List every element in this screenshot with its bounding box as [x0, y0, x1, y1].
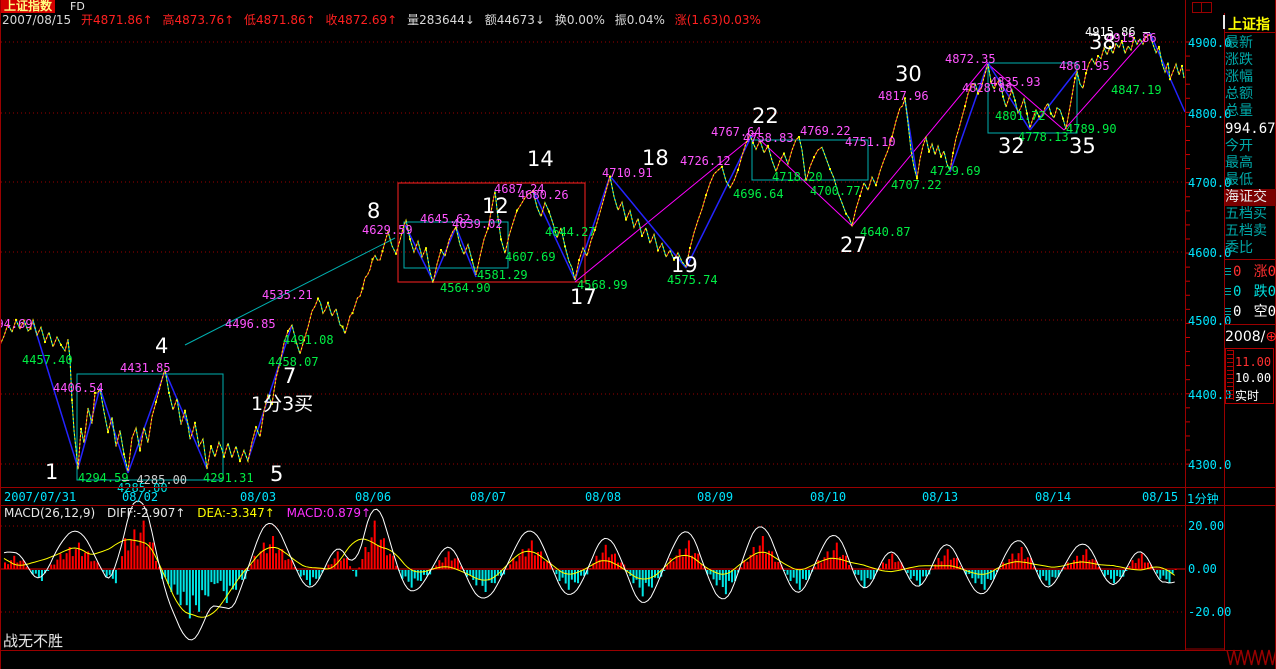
sidebar-separator — [1225, 259, 1276, 260]
sidebar-ohlc-label[interactable]: 最低 — [1225, 172, 1253, 188]
date-band-bottom-border — [0, 505, 1276, 506]
quote-volume: 量283644↓ — [407, 13, 475, 27]
quote-amount: 额44673↓ — [484, 13, 545, 27]
slogan-text: 战无不胜 — [3, 632, 64, 650]
quote-open: 开4871.86↑ — [81, 13, 153, 27]
quote-date: 2007/08/15 — [2, 13, 72, 27]
sidebar-ohlc-label[interactable]: 今开 — [1225, 138, 1253, 154]
globe-icon: ⊕ — [1265, 329, 1276, 345]
macd-params[interactable]: MACD(26,12,9) — [4, 506, 96, 520]
mini-panel-high: 11.00 — [1235, 355, 1272, 369]
quote-close: 收4872.69↑ — [325, 13, 398, 27]
sidebar-quote-label[interactable]: 涨跌 — [1225, 52, 1253, 68]
sidebar-level-label[interactable]: 五档买 — [1225, 206, 1267, 222]
macd-macd-value: MACD:0.879↑ — [286, 506, 372, 520]
macd-dea-value: DEA:-3.347↑ — [197, 506, 275, 520]
left-border — [0, 0, 1, 669]
quote-sidebar: 最新 涨跌 涨幅 总额 总量 994.67 今开 最高 最低 海证交 五档买 五档卖 委比 0 … — [1225, 14, 1276, 654]
sidebar-quote-label[interactable]: 总额 — [1225, 86, 1253, 102]
quote-bar: 2007/08/15 开4871.86↑ 高4873.76↑ 低4871.86↑… — [2, 13, 1276, 28]
sidebar-index-value: 994.67 — [1225, 121, 1276, 137]
window-mini-icon[interactable] — [1192, 2, 1212, 13]
sidebar-quote-label[interactable]: 最新 — [1225, 35, 1253, 51]
mini-panel-label: 实时 — [1235, 389, 1260, 403]
year-row: 2008/⊕ — [1225, 329, 1276, 345]
sidebar-separator — [1225, 324, 1276, 325]
sidebar-level-label[interactable]: 委比 — [1225, 240, 1253, 256]
sidebar-level-labels: 五档买 五档卖 委比 — [1225, 206, 1276, 257]
quote-turnover: 换0.00% — [554, 13, 605, 27]
chart-right-border — [1185, 0, 1186, 651]
sidebar-quote-label[interactable]: 涨幅 — [1225, 69, 1253, 85]
title-bar: 上证指数 FD — [0, 0, 1276, 13]
list-icon — [1225, 307, 1231, 317]
date-band-top-border — [0, 487, 1276, 488]
sidebar-ohlc-label[interactable]: 最高 — [1225, 155, 1253, 171]
ruler-icon — [1227, 350, 1234, 400]
sidebar-exchange-banner[interactable]: 海证交 — [1225, 189, 1276, 206]
macd-header: MACD(26,12,9) DIFF:-2.907↑ DEA:-3.347↑ M… — [4, 506, 379, 520]
sidebar-market-title[interactable]: 上证指 — [1228, 17, 1270, 33]
list-icon — [1225, 267, 1231, 277]
period-label[interactable]: 1分钟 — [1187, 492, 1219, 506]
sidebar-level-label[interactable]: 五档卖 — [1225, 223, 1267, 239]
instrument-title[interactable]: 上证指数 — [1, 0, 56, 13]
list-icon — [1225, 287, 1231, 297]
macd-diff-value: DIFF:-2.907↑ — [106, 506, 186, 520]
quote-amplitude: 振0.04% — [614, 13, 665, 27]
title-suffix: FD — [70, 0, 85, 13]
quote-high: 高4873.76↑ — [162, 13, 235, 27]
sidebar-quote-labels: 最新 涨跌 涨幅 总额 总量 — [1225, 35, 1276, 120]
realtime-mini-panel[interactable]: 11.00 10.00 实时 — [1225, 348, 1274, 404]
sidebar-ohlc-labels: 今开 最高 最低 — [1225, 138, 1276, 189]
sidebar-divider — [1224, 13, 1225, 651]
quote-change: 涨(1.63)0.03% — [674, 13, 761, 27]
sidebar-header-underline — [1225, 32, 1276, 33]
sidebar-quote-label[interactable]: 总量 — [1225, 103, 1253, 119]
mini-panel-mid: 10.00 — [1235, 371, 1272, 385]
quote-low: 低4871.86↑ — [244, 13, 316, 27]
macd-bottom-border — [0, 650, 1240, 651]
sidebar-caret — [1223, 15, 1225, 29]
